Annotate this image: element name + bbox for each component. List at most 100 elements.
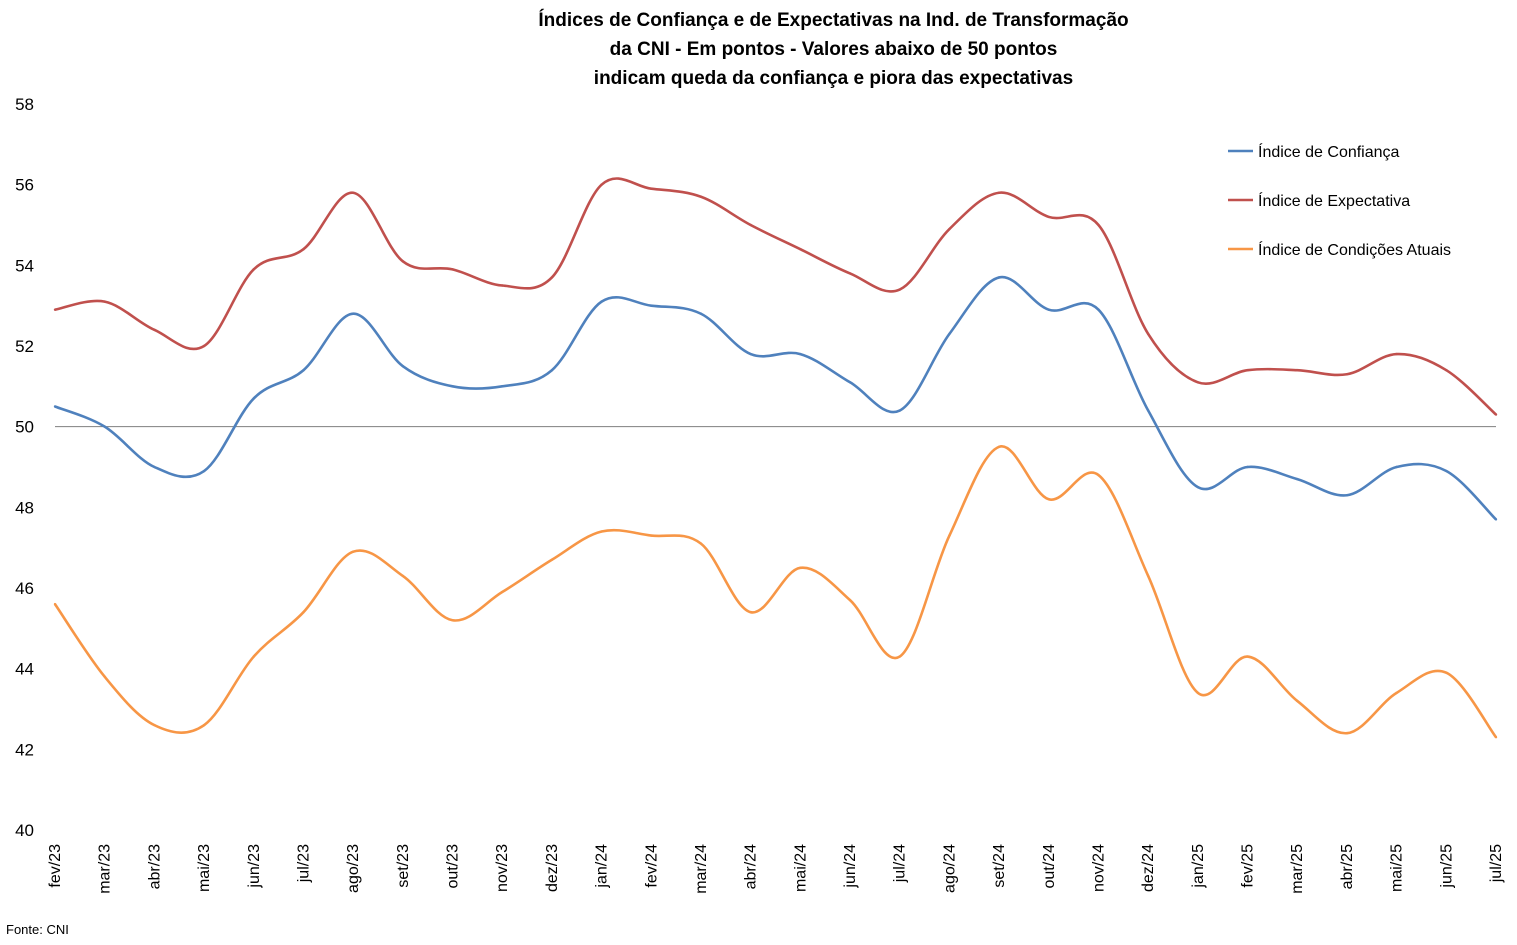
- chart-title-line-2: da CNI - Em pontos - Valores abaixo de 5…: [609, 39, 1058, 60]
- data-point: [948, 332, 951, 336]
- data-point: [997, 191, 1001, 194]
- data-point: [1345, 373, 1349, 376]
- data-point: [103, 300, 106, 303]
- data-point: [1146, 332, 1150, 336]
- data-point: [103, 425, 106, 428]
- data-point: [650, 534, 653, 537]
- data-point: [401, 364, 405, 368]
- x-tick-label: mar/25: [1289, 844, 1306, 894]
- x-tick-label: dez/23: [544, 844, 561, 892]
- data-point: [799, 352, 802, 356]
- x-tick-label: abr/25: [1339, 844, 1356, 889]
- data-point: [1395, 691, 1398, 695]
- data-point: [451, 268, 454, 271]
- x-tick-label: mai/24: [792, 844, 809, 892]
- data-point: [401, 260, 405, 263]
- data-point: [451, 619, 454, 622]
- x-tick-label: jan/24: [594, 844, 611, 889]
- data-point: [1494, 518, 1498, 521]
- x-tick-label: jul/23: [295, 844, 312, 883]
- data-point: [153, 328, 156, 332]
- chart-title-line-3: indicam queda da confiança e piora das e…: [593, 68, 1074, 89]
- x-tick-label: nov/23: [494, 844, 511, 892]
- data-point: [1196, 381, 1200, 384]
- x-tick-label: mai/25: [1389, 844, 1406, 892]
- legend-label: Índice de Condições Atuais: [1258, 240, 1451, 259]
- x-tick-label: jun/24: [842, 844, 859, 889]
- data-point: [351, 312, 355, 315]
- data-point: [1445, 369, 1448, 372]
- data-point: [948, 227, 951, 231]
- data-point: [153, 465, 156, 469]
- x-tick-label: out/23: [445, 844, 462, 889]
- x-tick-label: jun/23: [246, 844, 263, 889]
- data-point: [1146, 574, 1150, 578]
- source-note: Fonte: CNI: [6, 922, 69, 937]
- data-point: [948, 534, 951, 537]
- data-point: [202, 469, 206, 473]
- x-tick-label: mar/24: [693, 844, 710, 894]
- data-point: [699, 195, 703, 198]
- x-tick-label: fev/24: [643, 844, 660, 888]
- data-point: [501, 590, 504, 594]
- data-point: [1395, 352, 1398, 356]
- data-point: [153, 723, 156, 727]
- data-point: [501, 385, 504, 388]
- x-tick-label: nov/24: [1090, 844, 1107, 892]
- series-lines: [53, 177, 1498, 739]
- data-point: [401, 574, 405, 578]
- legend-label: Índice de Confiança: [1258, 142, 1400, 161]
- data-point: [550, 558, 554, 561]
- data-point: [848, 272, 852, 275]
- x-tick-label: jul/24: [892, 844, 909, 883]
- data-point: [1494, 413, 1498, 416]
- x-tick-label: fev/23: [47, 844, 64, 888]
- x-tick-label: out/24: [1041, 844, 1058, 889]
- data-point: [600, 183, 603, 186]
- data-point: [997, 445, 1001, 449]
- data-point: [749, 223, 752, 227]
- data-point: [1047, 308, 1050, 311]
- data-point: [1445, 469, 1448, 473]
- data-point: [1246, 369, 1249, 372]
- x-tick-label: jul/25: [1488, 844, 1505, 883]
- data-point: [351, 550, 355, 553]
- data-point: [252, 397, 255, 400]
- data-point: [302, 611, 305, 614]
- y-tick-label: 40: [15, 821, 34, 840]
- x-tick-label: abr/23: [146, 844, 163, 889]
- data-point: [1097, 223, 1100, 227]
- x-tick-label: jun/25: [1438, 844, 1455, 889]
- y-tick-label: 52: [15, 337, 34, 356]
- data-point: [1395, 465, 1398, 469]
- data-point: [600, 300, 603, 303]
- chart-title-line-1: Índices de Confiança e de Expectativas n…: [538, 10, 1129, 31]
- data-point: [53, 405, 57, 408]
- data-point: [650, 187, 653, 190]
- data-point: [202, 344, 206, 348]
- data-point: [699, 542, 703, 545]
- data-point: [1296, 369, 1299, 372]
- x-tick-label: abr/24: [743, 844, 760, 889]
- data-point: [749, 352, 752, 356]
- x-tick-label: mai/23: [196, 844, 213, 892]
- x-tick-label: ago/24: [941, 844, 958, 893]
- y-tick-label: 54: [15, 256, 34, 275]
- y-tick-label: 44: [15, 660, 34, 679]
- data-point: [1146, 409, 1150, 412]
- data-point: [252, 655, 255, 658]
- x-tick-label: set/23: [395, 844, 412, 888]
- y-tick-label: 48: [15, 498, 34, 517]
- data-point: [53, 602, 57, 606]
- data-point: [1345, 494, 1349, 497]
- y-tick-label: 56: [15, 176, 34, 195]
- data-point: [600, 530, 603, 533]
- data-point: [1246, 465, 1249, 469]
- x-tick-label: dez/24: [1140, 844, 1157, 892]
- legend: Índice de Confiança Índice de Expectativa…: [1228, 142, 1451, 259]
- data-point: [997, 276, 1001, 279]
- y-tick-label: 42: [15, 740, 34, 759]
- data-point: [650, 304, 653, 307]
- data-point: [302, 369, 305, 372]
